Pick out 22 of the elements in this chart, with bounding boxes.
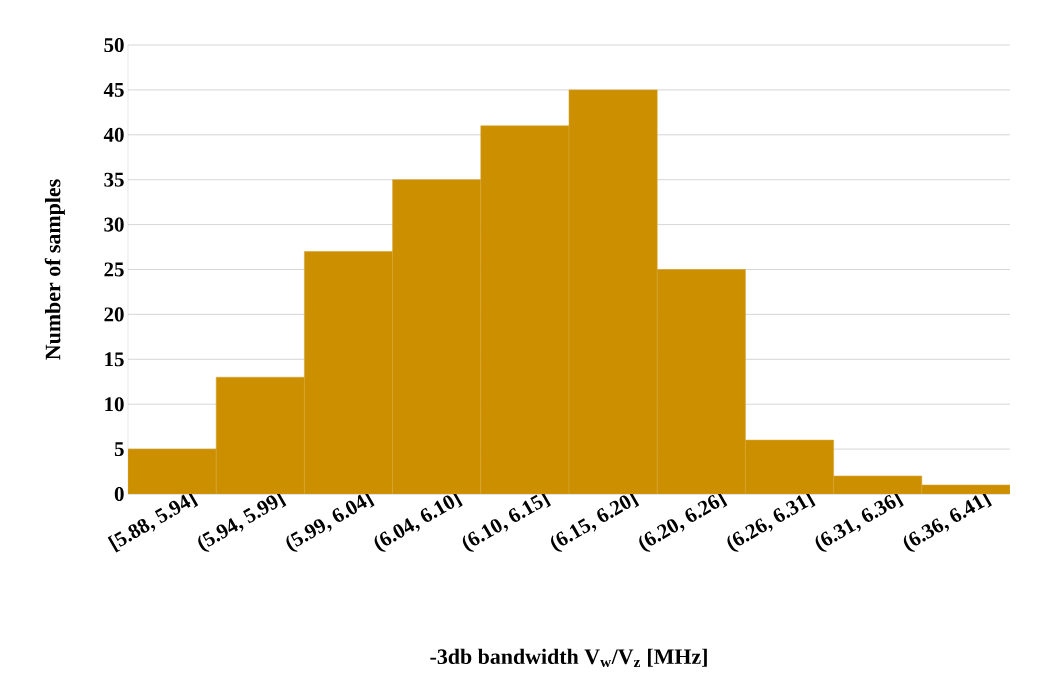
- x-tick-label: (5.94, 5.99]: [198, 490, 287, 552]
- x-tick-label: (6.04, 6.10]: [374, 490, 463, 552]
- y-tick-label: 0: [114, 486, 124, 502]
- y-tick-label: 25: [104, 262, 124, 277]
- x-tick-label: (6.31, 6.36]: [815, 490, 904, 552]
- x-tick-label: (5.99, 6.04]: [286, 490, 375, 552]
- y-tick-label: 45: [103, 82, 124, 97]
- x-tick-label: (6.36, 6.41]: [903, 490, 992, 552]
- y-tick-label: 15: [105, 352, 124, 367]
- x-tick-label: (6.10, 6.15]: [462, 490, 551, 552]
- y-tick-label: 30: [104, 217, 124, 232]
- x-tick-label: (6.15, 6.20]: [551, 490, 640, 552]
- x-axis-title: -3db bandwidth V$_{w}$/V$_{z}$ [MHz]: [430, 648, 707, 668]
- y-tick-label: 50: [104, 37, 124, 53]
- x-tick-label: (6.26, 6.31]: [727, 490, 816, 552]
- y-tick-label: 20: [104, 307, 124, 322]
- y-tick-label: 35: [104, 172, 124, 187]
- y-tick-label: 40: [103, 127, 124, 142]
- y-tick-label: 5: [114, 442, 124, 457]
- x-tick-label: (6.20, 6.26]: [639, 490, 728, 552]
- y-axis-title: Number of samples: [44, 179, 65, 360]
- y-tick-label: 10: [105, 397, 124, 412]
